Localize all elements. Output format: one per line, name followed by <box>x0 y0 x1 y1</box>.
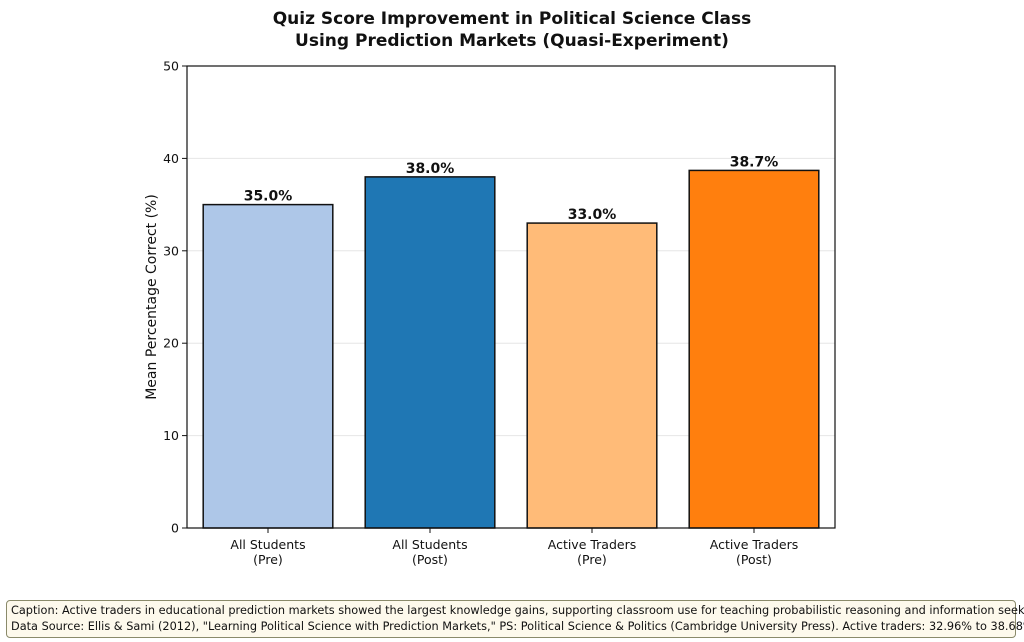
x-tick-label: Active Traders (Post) <box>710 537 799 567</box>
data-label: 33.0% <box>568 207 617 223</box>
x-tick-label-line: (Post) <box>736 552 772 567</box>
y-tick-label: 40 <box>163 151 179 166</box>
y-tick-label: 30 <box>163 243 179 258</box>
data-label: 38.7% <box>730 154 779 170</box>
data-label: 38.0% <box>406 161 455 177</box>
y-axis-label: Mean Percentage Correct (%) <box>144 194 160 400</box>
plot-frame <box>186 65 836 529</box>
bar <box>688 169 820 529</box>
x-tick-label-line: Active Traders <box>710 537 799 552</box>
y-tick-label: 20 <box>163 336 179 351</box>
caption-box: Caption: Active traders in educational p… <box>6 600 1024 638</box>
caption-line-2: Data Source: Ellis & Sami (2012), "Learn… <box>11 620 1024 633</box>
chart-title-line-2: Using Prediction Markets (Quasi-Experime… <box>295 31 729 51</box>
bar <box>364 176 496 529</box>
caption-line-1: Caption: Active traders in educational p… <box>11 604 1024 617</box>
x-tick-label-line: All Students <box>392 537 467 552</box>
bar <box>526 222 658 529</box>
x-tick-label-line: (Pre) <box>577 552 607 567</box>
x-tick-label: Active Traders (Pre) <box>548 537 637 567</box>
x-tick-label: All Students (Pre) <box>230 537 305 567</box>
x-tick-label: All Students (Post) <box>392 537 467 567</box>
data-label: 35.0% <box>244 189 293 205</box>
y-tick-label: 0 <box>171 521 179 536</box>
bar <box>202 203 334 529</box>
x-tick-label-line: (Post) <box>412 552 448 567</box>
x-tick-label-line: (Pre) <box>253 552 283 567</box>
x-tick-label-line: Active Traders <box>548 537 637 552</box>
chart-title-line-1: Quiz Score Improvement in Political Scie… <box>272 9 752 29</box>
y-tick-label: 50 <box>163 59 179 74</box>
y-tick-label: 10 <box>163 428 179 443</box>
bar-chart: 35.0%All Students (Pre)38.0%All Students(… <box>144 59 836 567</box>
x-tick-label-line: All Students <box>230 537 305 552</box>
chart-title: Quiz Score Improvement in Political Scie… <box>0 8 1024 52</box>
chart-title-text: Quiz Score Improvement in Political Scie… <box>0 8 1024 52</box>
